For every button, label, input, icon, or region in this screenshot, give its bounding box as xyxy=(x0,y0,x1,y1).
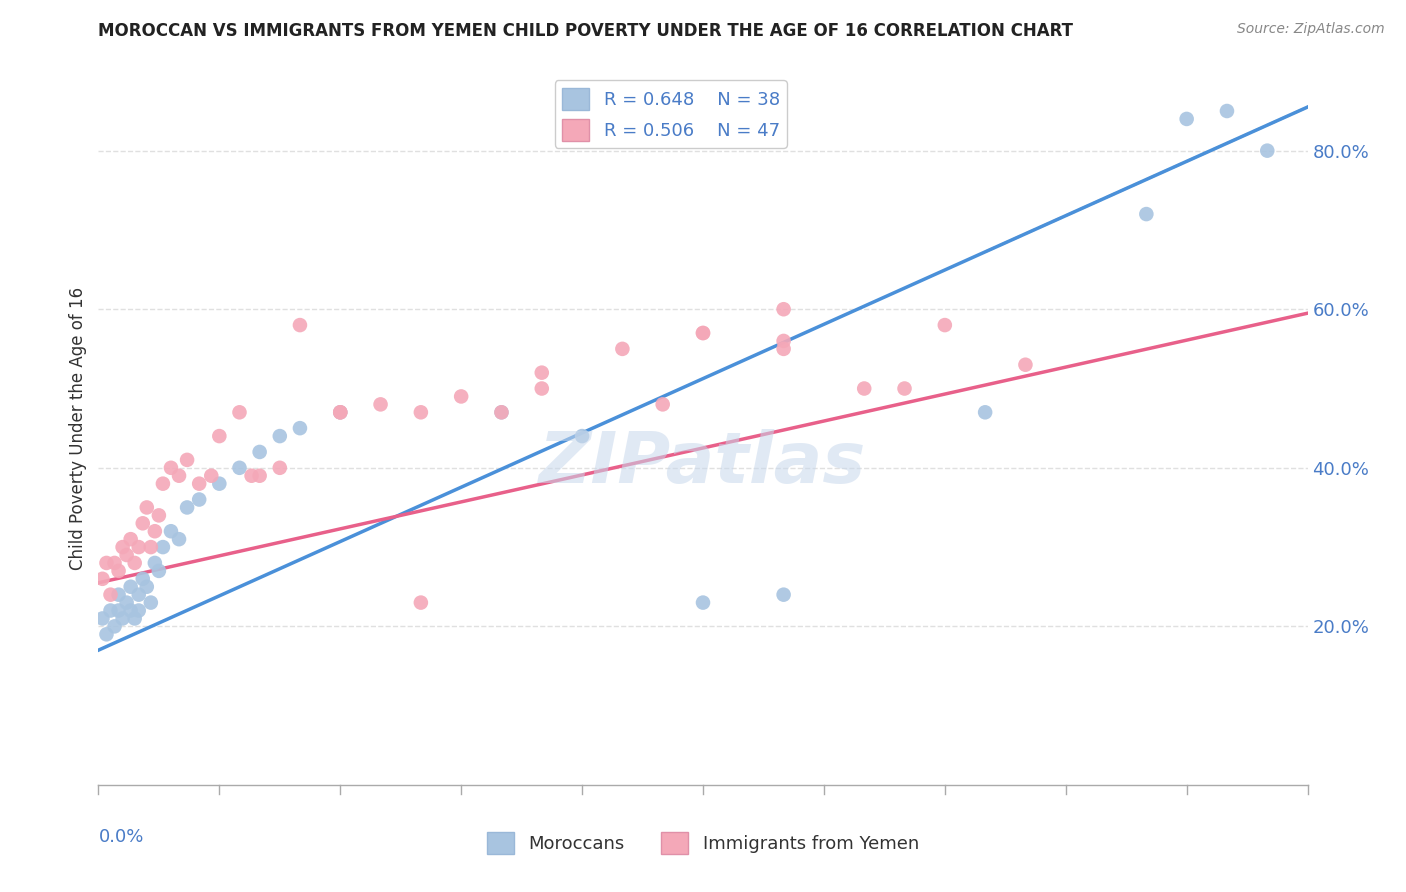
Point xyxy=(143,556,166,570)
Point xyxy=(200,468,222,483)
Point xyxy=(148,508,170,523)
Point xyxy=(107,588,129,602)
Legend: Moroccans, Immigrants from Yemen: Moroccans, Immigrants from Yemen xyxy=(479,825,927,862)
Point xyxy=(329,405,352,419)
Point xyxy=(100,588,122,602)
Text: MOROCCAN VS IMMIGRANTS FROM YEMEN CHILD POVERTY UNDER THE AGE OF 16 CORRELATION : MOROCCAN VS IMMIGRANTS FROM YEMEN CHILD … xyxy=(98,22,1073,40)
Point xyxy=(124,611,146,625)
Point xyxy=(370,397,392,411)
Point xyxy=(120,580,142,594)
Point xyxy=(974,405,997,419)
Point xyxy=(1135,207,1157,221)
Point xyxy=(240,468,263,483)
Point xyxy=(269,429,291,443)
Point xyxy=(772,342,794,356)
Point xyxy=(160,524,183,539)
Point xyxy=(1256,144,1278,158)
Point xyxy=(571,429,593,443)
Point xyxy=(329,405,352,419)
Text: 0.0%: 0.0% xyxy=(98,828,143,846)
Point xyxy=(491,405,513,419)
Point xyxy=(176,500,198,515)
Point xyxy=(167,532,190,546)
Point xyxy=(249,468,271,483)
Point xyxy=(96,556,118,570)
Point xyxy=(128,603,150,617)
Point xyxy=(269,460,291,475)
Point xyxy=(132,516,155,531)
Point xyxy=(651,397,673,411)
Text: ZIPatlas: ZIPatlas xyxy=(540,429,866,499)
Point xyxy=(228,405,250,419)
Point xyxy=(124,556,146,570)
Point xyxy=(491,405,513,419)
Point xyxy=(409,596,432,610)
Point xyxy=(135,580,157,594)
Point xyxy=(115,548,138,562)
Point xyxy=(111,540,134,554)
Text: Source: ZipAtlas.com: Source: ZipAtlas.com xyxy=(1237,22,1385,37)
Point xyxy=(612,342,634,356)
Point xyxy=(1014,358,1036,372)
Point xyxy=(692,326,714,340)
Point xyxy=(249,445,271,459)
Point xyxy=(100,603,122,617)
Point xyxy=(934,318,956,332)
Point xyxy=(853,382,876,396)
Point xyxy=(139,596,162,610)
Point xyxy=(530,366,553,380)
Point xyxy=(160,460,183,475)
Point xyxy=(111,611,134,625)
Point xyxy=(120,532,142,546)
Point xyxy=(288,318,311,332)
Point xyxy=(107,564,129,578)
Point xyxy=(772,334,794,348)
Point xyxy=(188,492,211,507)
Point xyxy=(772,302,794,317)
Point xyxy=(208,429,231,443)
Point xyxy=(1175,112,1198,126)
Point xyxy=(176,453,198,467)
Point xyxy=(152,540,174,554)
Point xyxy=(103,556,125,570)
Point xyxy=(107,603,129,617)
Point xyxy=(128,540,150,554)
Point xyxy=(103,619,125,633)
Point xyxy=(115,596,138,610)
Point xyxy=(148,564,170,578)
Point xyxy=(96,627,118,641)
Point xyxy=(530,382,553,396)
Point xyxy=(409,405,432,419)
Point xyxy=(1216,103,1239,118)
Point xyxy=(152,476,174,491)
Point xyxy=(91,611,114,625)
Point xyxy=(208,476,231,491)
Y-axis label: Child Poverty Under the Age of 16: Child Poverty Under the Age of 16 xyxy=(69,286,87,570)
Point xyxy=(893,382,915,396)
Point xyxy=(135,500,157,515)
Point xyxy=(288,421,311,435)
Point xyxy=(228,460,250,475)
Point xyxy=(692,596,714,610)
Point xyxy=(139,540,162,554)
Point xyxy=(128,588,150,602)
Point xyxy=(143,524,166,539)
Point xyxy=(91,572,114,586)
Point xyxy=(329,405,352,419)
Point xyxy=(132,572,155,586)
Point xyxy=(450,389,472,403)
Point xyxy=(188,476,211,491)
Point xyxy=(772,588,794,602)
Point xyxy=(692,326,714,340)
Point xyxy=(167,468,190,483)
Point xyxy=(120,603,142,617)
